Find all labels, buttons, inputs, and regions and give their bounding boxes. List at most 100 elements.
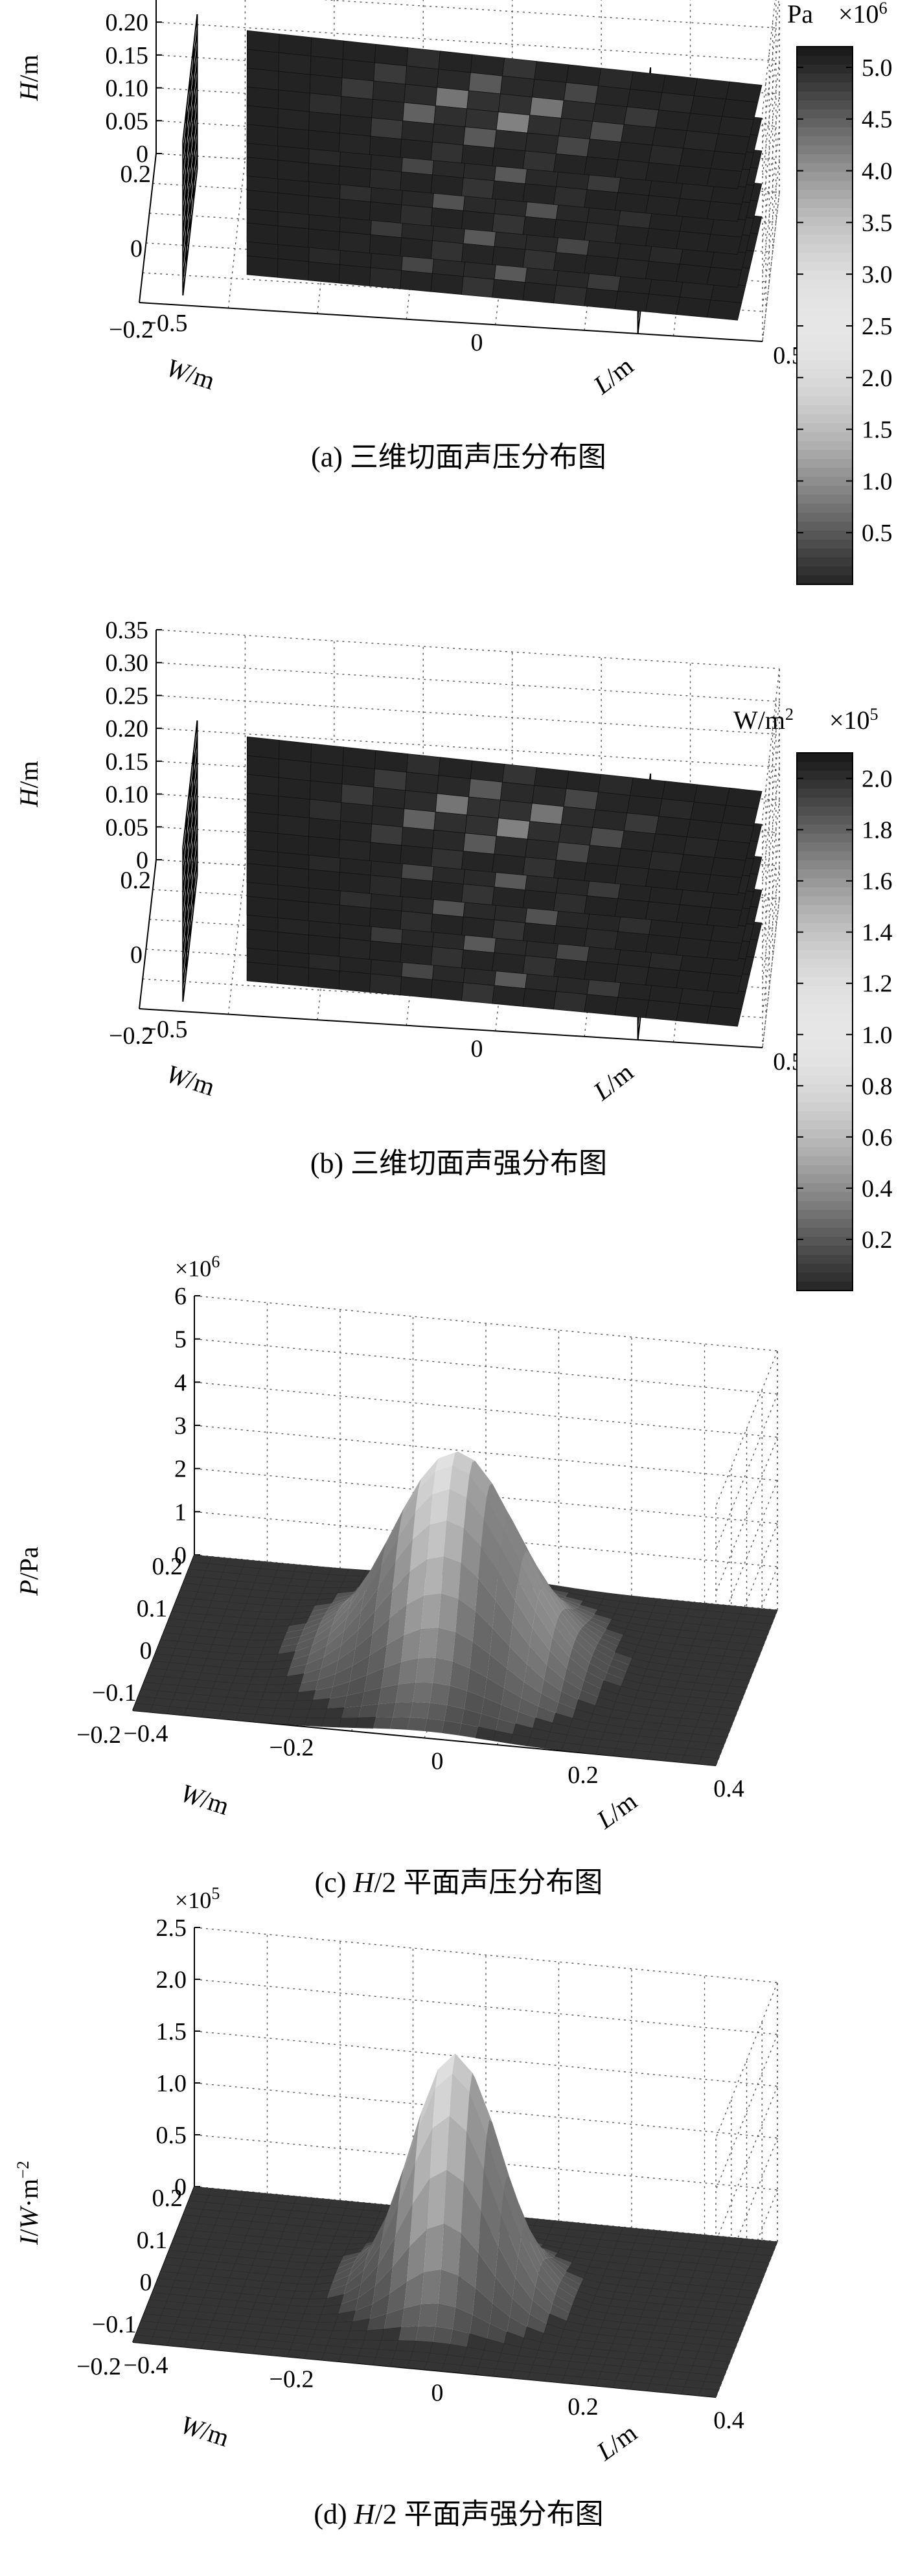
surface-cell (492, 2277, 513, 2317)
slice-cell (553, 925, 588, 947)
surface-cell (266, 1676, 288, 1685)
surface-cell (201, 1709, 222, 1719)
slice-cell (706, 234, 742, 255)
colorbar-tick-label: 5.0 (862, 54, 893, 82)
slice-cell (430, 174, 464, 196)
slice-cell (589, 121, 625, 143)
surface-cell (323, 1581, 344, 1589)
surface-cell (150, 1705, 170, 1714)
surface-cell (577, 1605, 598, 1615)
slice-cell (341, 59, 375, 82)
surface-cell (432, 1466, 453, 1495)
slice-cell (338, 165, 371, 188)
slice-cell (553, 991, 588, 1013)
slice-cell (400, 877, 433, 900)
surface-cell (347, 2330, 367, 2341)
text-span: (d) (314, 2498, 354, 2530)
surface-cell (487, 1486, 507, 1530)
text-span: / (14, 2229, 43, 2237)
colorbar-band (797, 887, 853, 897)
surface-cell (308, 2248, 330, 2257)
colorbar-band (797, 262, 853, 271)
surface-c (132, 1451, 778, 1766)
surface-cell (418, 1627, 439, 1659)
surface-cell (367, 2314, 387, 2331)
colorbar-tick-label: 0.5 (862, 520, 893, 547)
surface-cell (355, 1717, 376, 1729)
surface-cell (458, 2233, 479, 2288)
slice-cell (461, 243, 495, 265)
surface-cell (312, 1603, 332, 1612)
colorbar-tick-label: 0.8 (862, 1073, 893, 1100)
box-a-axis-w (139, 153, 157, 303)
surface-cell (323, 1603, 344, 1618)
surface-cell (581, 1680, 601, 1697)
surface-cell (352, 2304, 373, 2322)
colorbar-band (797, 788, 853, 799)
surface-cell (355, 2285, 376, 2311)
slice-cell (710, 857, 746, 879)
surface-cell (218, 1711, 239, 1721)
surface-cell (266, 1591, 287, 1600)
slice-cell (676, 871, 711, 893)
colorbar-band (797, 64, 853, 75)
box-a-grid-h2 (762, 159, 780, 309)
surface-cell (373, 1717, 393, 1729)
colorbar-band (797, 566, 853, 577)
text-span: W/m (733, 706, 785, 735)
surface-cell (306, 1708, 328, 1719)
surface-cell (266, 1632, 287, 1641)
surface-cell (378, 1684, 398, 1705)
l-tick-label: −0.5 (143, 310, 188, 337)
surface-cell (375, 2237, 396, 2286)
surface-cell (452, 1453, 472, 1475)
text-span: P (14, 1580, 43, 1596)
colorbar-band (797, 779, 853, 790)
surface-cell (344, 1692, 365, 1708)
colorbar-band (797, 494, 853, 505)
colorbar-band (797, 905, 853, 915)
surface-cell (478, 1547, 498, 1600)
z-exponent: ×106 (175, 1252, 220, 1282)
slice-cell (278, 71, 311, 94)
surface-cell (415, 1471, 435, 1513)
surface-cell (328, 2242, 350, 2251)
surface-cell (412, 2128, 433, 2205)
surface-cell (470, 1641, 490, 1678)
box-a-grid-h2 (762, 61, 780, 211)
surface-cell (264, 1684, 284, 1694)
l-tick-label: 0 (471, 329, 483, 356)
colorbar-band (797, 1066, 853, 1076)
slice-cell (529, 97, 564, 119)
box-b-floor-l (762, 898, 780, 1048)
w-axis-label: W/m (177, 1778, 233, 1821)
slice-cell (338, 133, 371, 155)
surface-cell (335, 2260, 355, 2275)
colorbar-band (797, 199, 853, 209)
box-b-grid-h2 (762, 866, 780, 1015)
surface-cell (132, 1703, 154, 1712)
slice-cell (400, 943, 433, 965)
slice-cell (645, 934, 680, 956)
slice-cell (676, 198, 711, 220)
surface-cell (363, 1551, 384, 1596)
z-tick-label: 0.5 (156, 2122, 187, 2149)
l-tick-label: −0.2 (270, 2365, 314, 2393)
surface-cell (321, 2352, 342, 2362)
colorbar-band (797, 225, 853, 236)
colorbar-band (797, 208, 853, 218)
colorbar-band (797, 1093, 853, 1103)
surface-cell (270, 2347, 291, 2357)
slice-cell (630, 71, 666, 93)
colorbar-tick-label: 1.2 (862, 971, 893, 998)
slice-cell (683, 836, 719, 858)
slice-cell (706, 168, 742, 189)
slice-cell (430, 207, 464, 229)
slice-cell (531, 78, 567, 101)
slice-cell (400, 237, 433, 259)
slice-cell (341, 765, 375, 788)
surface-cell (335, 1593, 355, 1617)
surface-cell (558, 2280, 579, 2298)
surface-cell (595, 1746, 616, 1756)
surface-cell (290, 1708, 310, 1718)
